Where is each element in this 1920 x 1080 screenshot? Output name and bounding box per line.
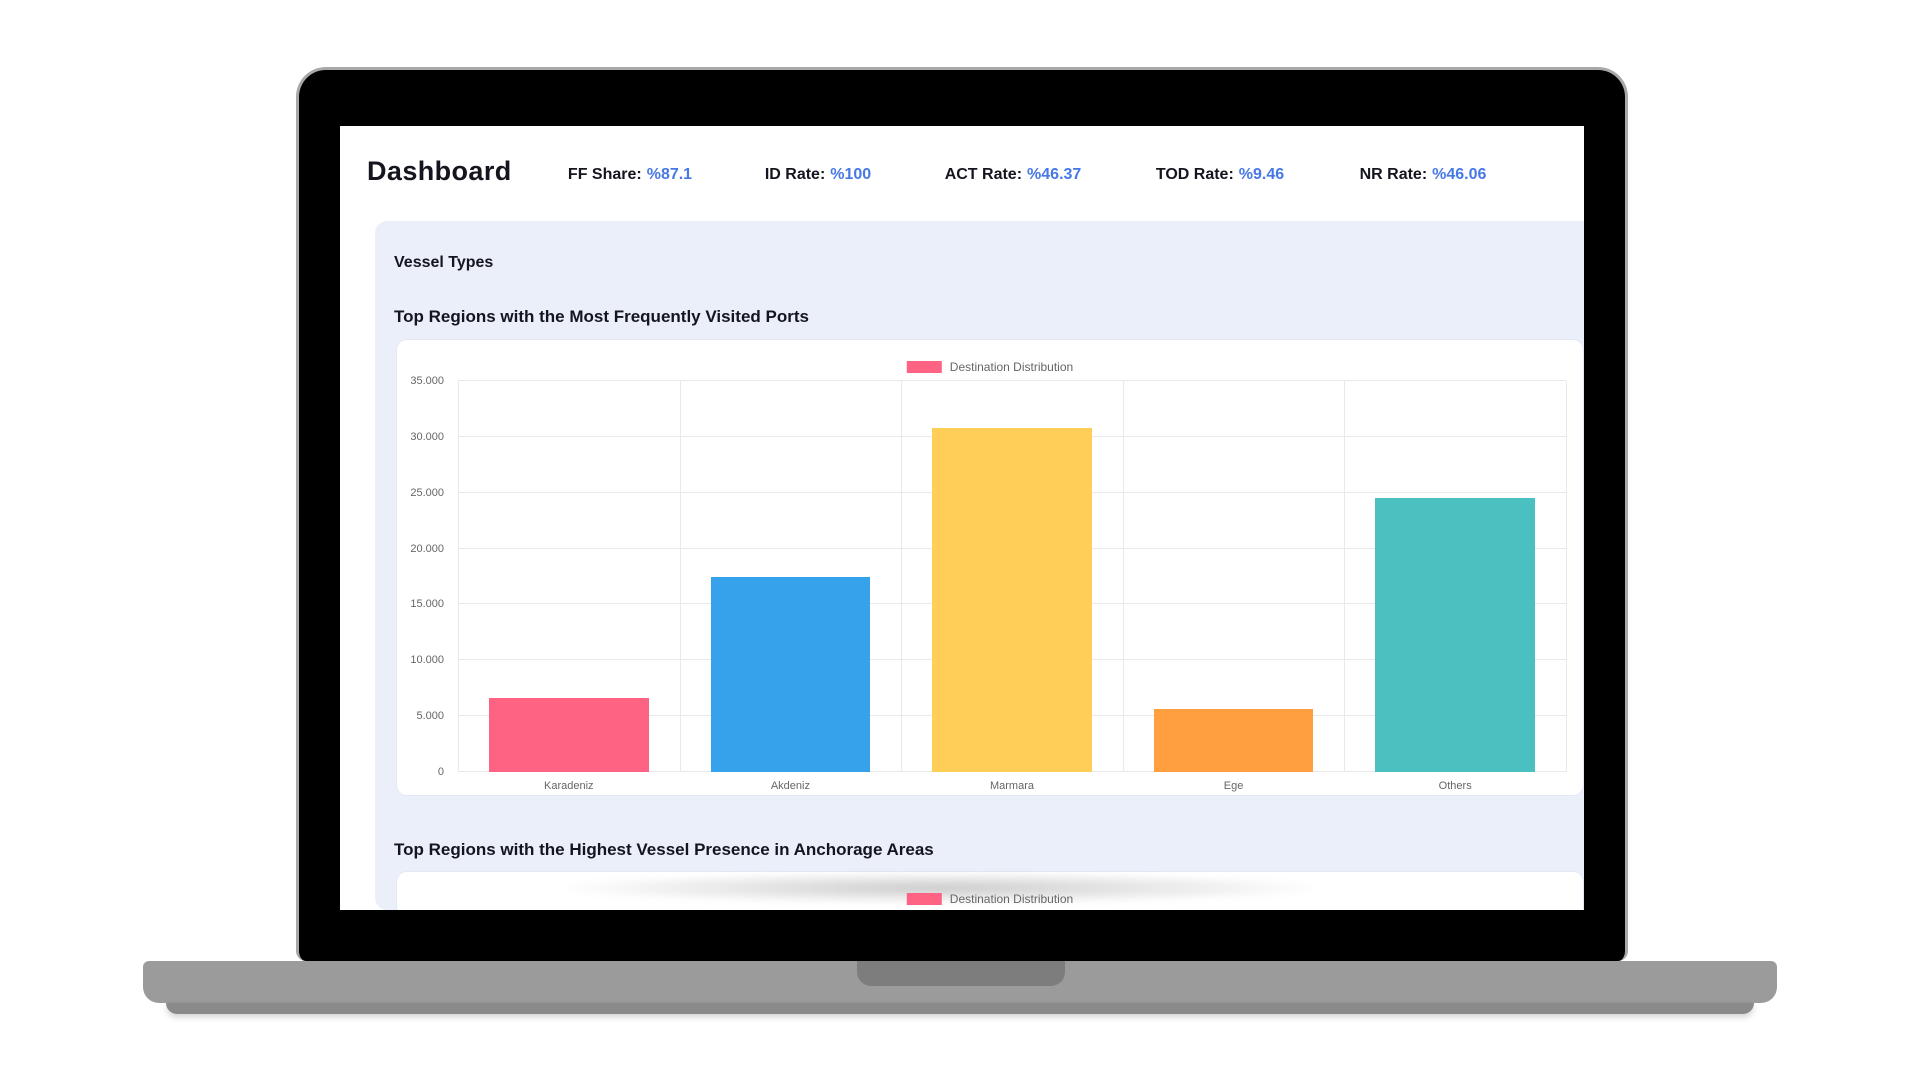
stat-nr-rate: NR Rate: %46.06 bbox=[1360, 166, 1487, 184]
y-tick-label: 10.000 bbox=[410, 654, 444, 667]
chart1-legend[interactable]: Destination Distribution bbox=[906, 360, 1074, 374]
y-tick-label: 20.000 bbox=[410, 542, 444, 555]
stat-label: NR Rate: bbox=[1359, 166, 1428, 183]
dashboard-screen: Dashboard FF Share: %87.1 ID Rate: %100 AC… bbox=[340, 126, 1584, 910]
stat-tod-rate: TOD Rate: %9.46 bbox=[1156, 166, 1284, 184]
x-tick-label: Ege bbox=[1223, 780, 1244, 792]
bar-akdeniz[interactable] bbox=[710, 576, 871, 772]
gridline bbox=[1344, 381, 1346, 772]
stat-label: FF Share: bbox=[567, 166, 642, 183]
gridline bbox=[1122, 381, 1124, 772]
x-tick-label: Karadeniz bbox=[544, 780, 594, 792]
y-tick-label: 5.000 bbox=[416, 710, 444, 723]
stat-ff-share: FF Share: %87.1 bbox=[568, 166, 692, 184]
chart1-title: Top Regions with the Most Frequently Vis… bbox=[394, 307, 809, 326]
stat-label: ACT Rate: bbox=[944, 166, 1023, 183]
stat-value: %46.06 bbox=[1432, 166, 1487, 183]
page-title: Dashboard bbox=[367, 156, 512, 186]
gridline bbox=[901, 381, 903, 772]
y-axis-ticks: 0 5.000 10.000 15.000 20.000 25.000 30.000 35.0… bbox=[397, 375, 450, 778]
plot-area bbox=[458, 380, 1567, 772]
stat-value: %46.37 bbox=[1027, 166, 1082, 183]
gridline bbox=[458, 381, 459, 772]
stat-id-rate: ID Rate: %100 bbox=[765, 166, 871, 184]
chart1-card: Destination Distribution 0 5.000 10.000 15.… bbox=[397, 340, 1583, 795]
legend-swatch bbox=[906, 361, 942, 373]
y-tick-label: 25.000 bbox=[410, 486, 444, 499]
laptop-base-notch bbox=[857, 961, 1065, 986]
gridline bbox=[679, 381, 681, 772]
stat-label: ID Rate: bbox=[764, 166, 826, 183]
chart2-legend[interactable]: Destination Distribution bbox=[906, 892, 1074, 906]
legend-label: Destination Distribution bbox=[949, 360, 1074, 374]
stat-act-rate: ACT Rate: %46.37 bbox=[945, 166, 1082, 184]
x-tick-label: Akdeniz bbox=[770, 780, 810, 792]
laptop-base-bottom-strip bbox=[166, 1003, 1754, 1014]
gridline bbox=[458, 380, 1566, 381]
stat-value: %87.1 bbox=[646, 166, 693, 183]
y-tick-label: 30.000 bbox=[410, 430, 444, 443]
chart2-title: Top Regions with the Highest Vessel Pres… bbox=[394, 840, 934, 859]
stat-value: %100 bbox=[830, 166, 872, 183]
x-tick-label: Marmara bbox=[989, 780, 1035, 792]
stat-value: %9.46 bbox=[1238, 166, 1285, 183]
gridline bbox=[1566, 381, 1567, 772]
bar-karadeniz[interactable] bbox=[489, 698, 649, 772]
legend-swatch bbox=[906, 893, 942, 905]
x-tick-label: Others bbox=[1438, 780, 1472, 792]
section-title: Vessel Types bbox=[394, 254, 494, 271]
y-tick-label: 0 bbox=[437, 766, 444, 778]
y-tick-label: 15.000 bbox=[410, 598, 444, 611]
stat-label: TOD Rate: bbox=[1155, 166, 1234, 183]
y-tick-label: 35.000 bbox=[410, 375, 444, 387]
legend-label: Destination Distribution bbox=[949, 892, 1074, 906]
bar-ege[interactable] bbox=[1153, 709, 1314, 772]
bar-marmara[interactable] bbox=[932, 427, 1092, 772]
chart2-card: Destination Distribution bbox=[397, 872, 1583, 910]
bar-others[interactable] bbox=[1375, 498, 1535, 772]
header-stats: FF Share: %87.1 ID Rate: %100 ACT Rate: %46… bbox=[340, 126, 1584, 221]
x-axis-ticks: Karadeniz Akdeniz Marmara Ege Others bbox=[458, 780, 1566, 798]
